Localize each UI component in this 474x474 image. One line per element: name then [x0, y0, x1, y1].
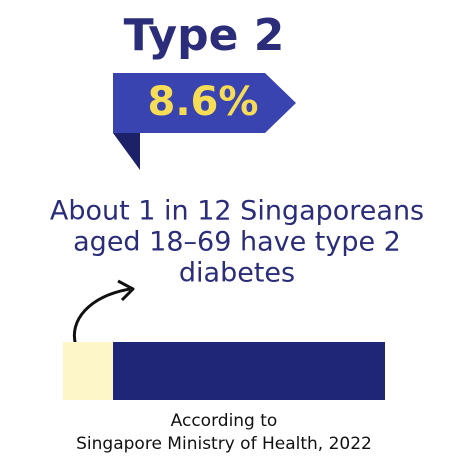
- ribbon: [113, 73, 296, 133]
- bar-segment-majority: [113, 342, 385, 400]
- description-line: aged 18–69 have type 2: [73, 227, 401, 258]
- arrow-head: [117, 279, 135, 302]
- description-line: About 1 in 12 Singaporeans: [50, 196, 424, 227]
- bar-segment-minority: [63, 342, 113, 400]
- title: Type 2: [124, 10, 285, 61]
- description-line: diabetes: [179, 258, 295, 289]
- ribbon-fold: [113, 133, 140, 170]
- badge-value: 8.6%: [148, 79, 259, 125]
- source-line: According to: [171, 411, 278, 431]
- arrow: [73, 287, 131, 347]
- source-line: Singapore Ministry of Health, 2022: [76, 434, 372, 454]
